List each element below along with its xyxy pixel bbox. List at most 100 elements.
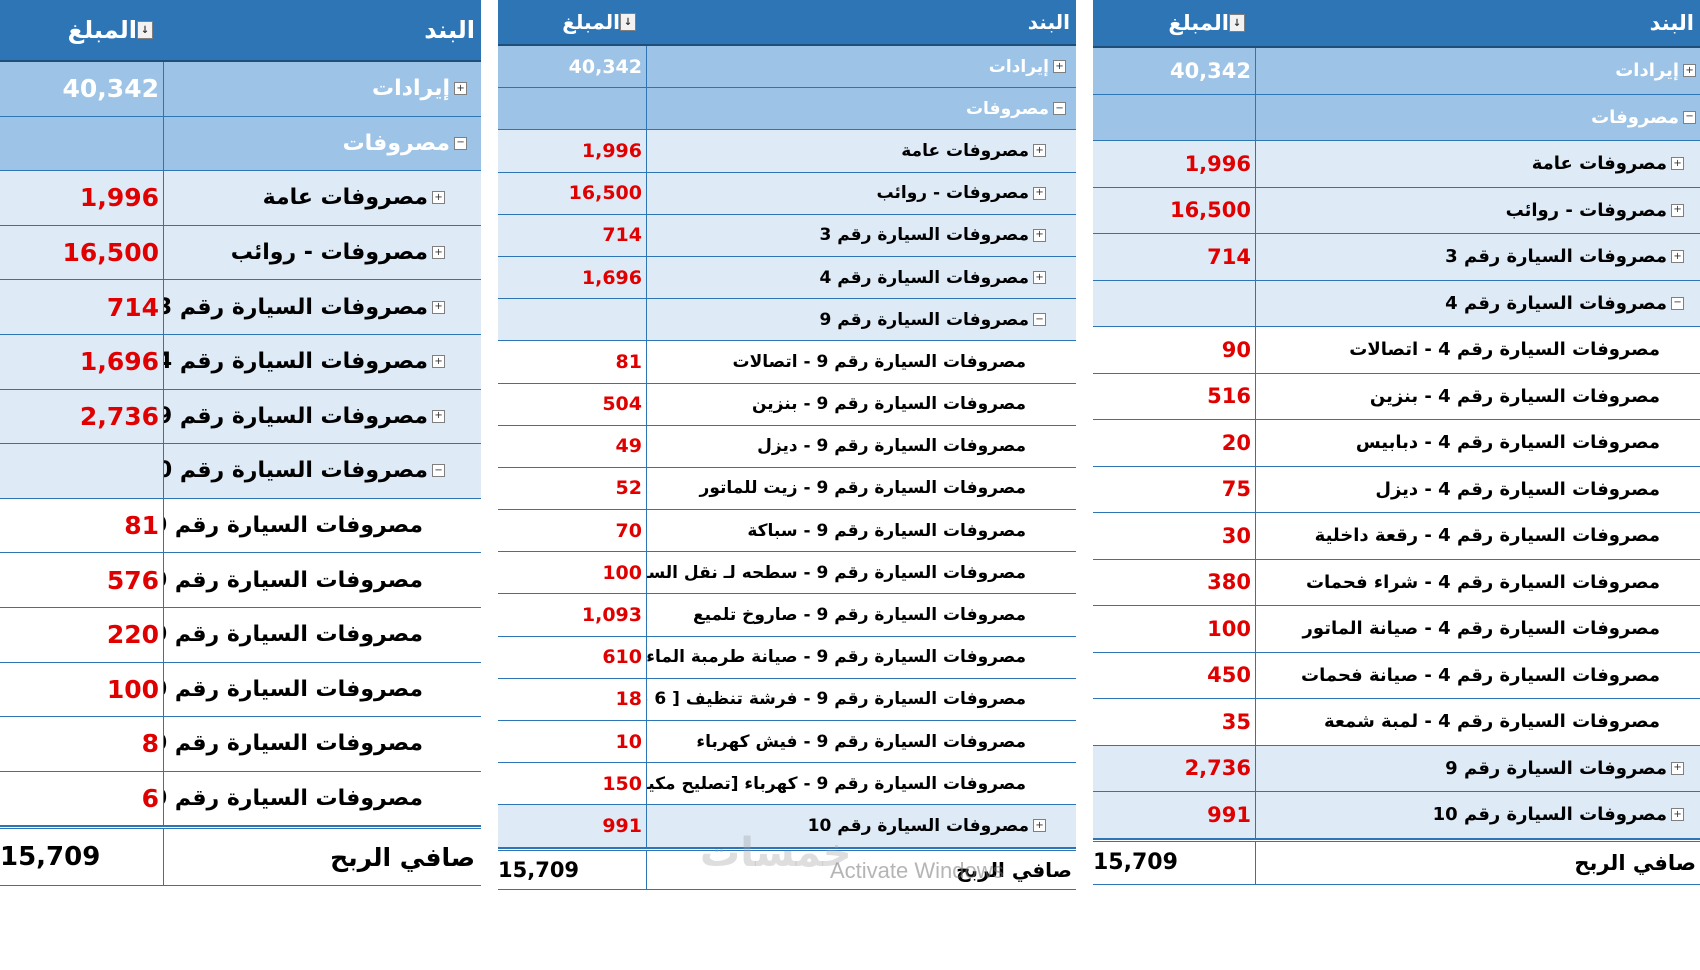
pivot-row[interactable]: − مصروفات السيارة رقم 4 <box>1093 280 1700 327</box>
expand-icon[interactable]: + <box>432 246 445 260</box>
pivot-row[interactable]: + مصروفات عامة 1,996 <box>0 171 481 226</box>
sort-filter-button[interactable]: ↓ <box>620 13 636 31</box>
pivot-row[interactable]: مصروفات السيارة رقم 9 - ديزل 49 <box>498 425 1076 468</box>
pivot-row[interactable]: مصروفات السيارة رقم 9 - سباكة 70 <box>498 510 1076 553</box>
collapse-icon[interactable]: − <box>1053 102 1066 116</box>
row-label-text: مصروفات السيارة رقم 9 <box>164 403 428 429</box>
pivot-body: + إيرادات 40,342− مصروفات + مصروفات عامة 1,996… <box>498 46 1076 848</box>
expand-icon[interactable]: + <box>1671 203 1684 217</box>
pivot-row[interactable]: + إيرادات 40,342 <box>1093 48 1700 95</box>
pivot-row[interactable]: + مصروفات - روائب 16,500 <box>498 172 1076 215</box>
pivot-row[interactable]: مصروفات السيارة رقم 9 - فيش كهرباء 10 <box>498 721 1076 764</box>
expand-icon[interactable]: + <box>1033 186 1046 200</box>
pivot-row[interactable]: + مصروفات السيارة رقم 10 991 <box>1093 792 1700 839</box>
expand-icon[interactable]: + <box>1033 144 1046 158</box>
pivot-row[interactable]: مصروفات السيارة رقم 4 - شراء فحمات 380 <box>1093 559 1700 606</box>
pivot-row[interactable]: + مصروفات السيارة رقم 4 1,696 <box>498 256 1076 300</box>
pivot-row[interactable]: مصروفات السيارة رقم 10 - بنزين576 <box>0 553 481 608</box>
row-label-text: مصروفات السيارة رقم 4 - لمبة شمعة <box>1323 711 1660 733</box>
row-amount: 100 <box>1207 616 1251 641</box>
collapse-icon[interactable]: − <box>432 464 445 478</box>
pivot-row[interactable]: +مصروفات السيارة رقم 41,696 <box>0 334 481 390</box>
row-label: مصروفات السيارة رقم 9 - زيت للماتور <box>646 467 1076 510</box>
sort-filter-button[interactable]: ↓ <box>1229 14 1245 32</box>
expand-icon[interactable]: + <box>454 82 467 96</box>
pivot-row[interactable]: مصروفات السيارة رقم 4 - اتصالات 90 <box>1093 327 1700 374</box>
collapse-icon[interactable]: − <box>1671 296 1684 310</box>
pivot-row[interactable]: − مصروفات <box>1093 94 1700 141</box>
pivot-row[interactable]: مصروفات السيارة رقم 9 - زيت للماتور 52 <box>498 467 1076 511</box>
pivot-row[interactable]: + إيرادات 40,342 <box>0 62 481 117</box>
pivot-row[interactable]: + مصروفات عامة 1,996 <box>498 130 1076 173</box>
pivot-row[interactable]: مصروفات السيارة رقم 10 - لاصق6 <box>0 771 481 827</box>
expand-icon[interactable]: + <box>1033 271 1046 285</box>
pivot-row[interactable]: مصروفات السيارة رقم 9 - سطحه لـ نقل السي… <box>498 552 1076 595</box>
pivot-row[interactable]: + مصروفات - روائب 16,500 <box>1093 187 1700 234</box>
expand-icon[interactable]: + <box>1671 250 1684 264</box>
row-label-text: مصروفات السيارة رقم 4 <box>819 267 1029 288</box>
pivot-row[interactable]: +مصروفات السيارة رقم 92,736 <box>0 389 481 445</box>
row-label-text: مصروفات السيارة رقم 10 - اتصالات <box>164 513 423 539</box>
row-label: مصروفات السيارة رقم 9 - اتصالات <box>646 341 1076 383</box>
collapse-icon[interactable]: − <box>454 136 467 150</box>
pivot-row[interactable]: مصروفات السيارة رقم 4 - دبابيس 20 <box>1093 420 1700 467</box>
pivot-row[interactable]: −مصروفات السيارة رقم 10 <box>0 444 481 499</box>
row-amount: 16,500 <box>62 238 159 268</box>
pivot-row[interactable]: مصروفات السيارة رقم 10 - ديزل100 <box>0 662 481 718</box>
pivot-row[interactable]: − مصروفات <box>498 88 1076 131</box>
row-label: + مصروفات - روائب <box>163 225 481 280</box>
expand-icon[interactable]: + <box>432 355 445 369</box>
expand-icon[interactable]: + <box>1671 808 1684 822</box>
total-row: صافي الربح 15,709 <box>498 847 1076 890</box>
pivot-row[interactable]: + مصروفات عامة 1,996 <box>1093 141 1700 188</box>
row-amount: 10 <box>615 730 642 753</box>
pivot-row[interactable]: مصروفات السيارة رقم 9 - كهرباء [تصليح مك… <box>498 763 1076 806</box>
expand-icon[interactable]: + <box>432 300 445 314</box>
pivot-row[interactable]: مصروفات السيارة رقم 4 - بنزين 516 <box>1093 373 1700 420</box>
expand-icon[interactable]: + <box>1671 761 1684 775</box>
expand-icon[interactable]: + <box>432 191 445 205</box>
collapse-icon[interactable]: − <box>1683 110 1696 124</box>
total-label: صافي الربح <box>1255 841 1700 884</box>
pivot-row[interactable]: مصروفات السيارة رقم 4 - صيانة فحمات 450 <box>1093 652 1700 699</box>
pivot-row[interactable]: + مصروفات - روائب 16,500 <box>0 225 481 281</box>
pivot-row[interactable]: مصروفات السيارة رقم 9 - صيانة طرمبة الما… <box>498 636 1076 679</box>
sort-filter-button[interactable]: ↓ <box>137 21 153 39</box>
expand-icon[interactable]: + <box>1053 60 1066 74</box>
pivot-row[interactable]: + مصروفات السيارة رقم 10 991 <box>498 805 1076 848</box>
expand-icon[interactable]: + <box>432 409 445 423</box>
expand-icon[interactable]: + <box>1683 64 1696 78</box>
row-amount: 1,696 <box>581 266 642 289</box>
pivot-row[interactable]: مصروفات السيارة رقم 4 - لمبة شمعة 35 <box>1093 699 1700 746</box>
expand-icon[interactable]: + <box>1033 228 1046 242</box>
pivot-row[interactable]: مصروفات السيارة رقم 10 - غراء8 <box>0 717 481 772</box>
row-label-text: مصروفات السيارة رقم 4 <box>164 349 428 375</box>
pivot-row[interactable]: مصروفات السيارة رقم 4 - صيانة الماتور 100 <box>1093 606 1700 653</box>
pivot-header: البند ↓ المبلغ <box>498 0 1076 46</box>
row-amount: 1,996 <box>1184 151 1251 176</box>
row-label-text: مصروفات السيارة رقم 4 - صيانة الماتور <box>1302 618 1660 640</box>
row-amount <box>498 299 646 340</box>
pivot-row[interactable]: مصروفات السيارة رقم 9 - صاروخ تلميع 1,093 <box>498 594 1076 637</box>
row-label-text: مصروفات السيارة رقم 4 - بنزين <box>1369 385 1660 407</box>
expand-icon[interactable]: + <box>1033 819 1046 833</box>
row-label-text: مصروفات السيارة رقم 9 <box>1445 757 1667 779</box>
pivot-row[interactable]: مصروفات السيارة رقم 9 - بنزين 504 <box>498 383 1076 426</box>
row-label-text: مصروفات - روائب <box>230 240 428 266</box>
expand-icon[interactable]: + <box>1671 157 1684 171</box>
pivot-row[interactable]: − مصروفات <box>0 116 481 172</box>
pivot-row[interactable]: مصروفات السيارة رقم 9 - فرشة تنظيف [ 6 ف… <box>498 678 1076 721</box>
pivot-row[interactable]: مصروفات السيارة رقم 9 - اتصالات 81 <box>498 341 1076 384</box>
pivot-row[interactable]: مصروفات السيارة رقم 10 - بنشر220 <box>0 607 481 663</box>
pivot-row[interactable]: − مصروفات السيارة رقم 9 <box>498 299 1076 342</box>
pivot-row[interactable]: مصروفات السيارة رقم 4 - رقعة داخلية 30 <box>1093 513 1700 560</box>
row-amount <box>0 444 163 498</box>
collapse-icon[interactable]: − <box>1033 313 1046 327</box>
pivot-row[interactable]: مصروفات السيارة رقم 4 - ديزل 75 <box>1093 466 1700 513</box>
pivot-row[interactable]: + إيرادات 40,342 <box>498 46 1076 89</box>
